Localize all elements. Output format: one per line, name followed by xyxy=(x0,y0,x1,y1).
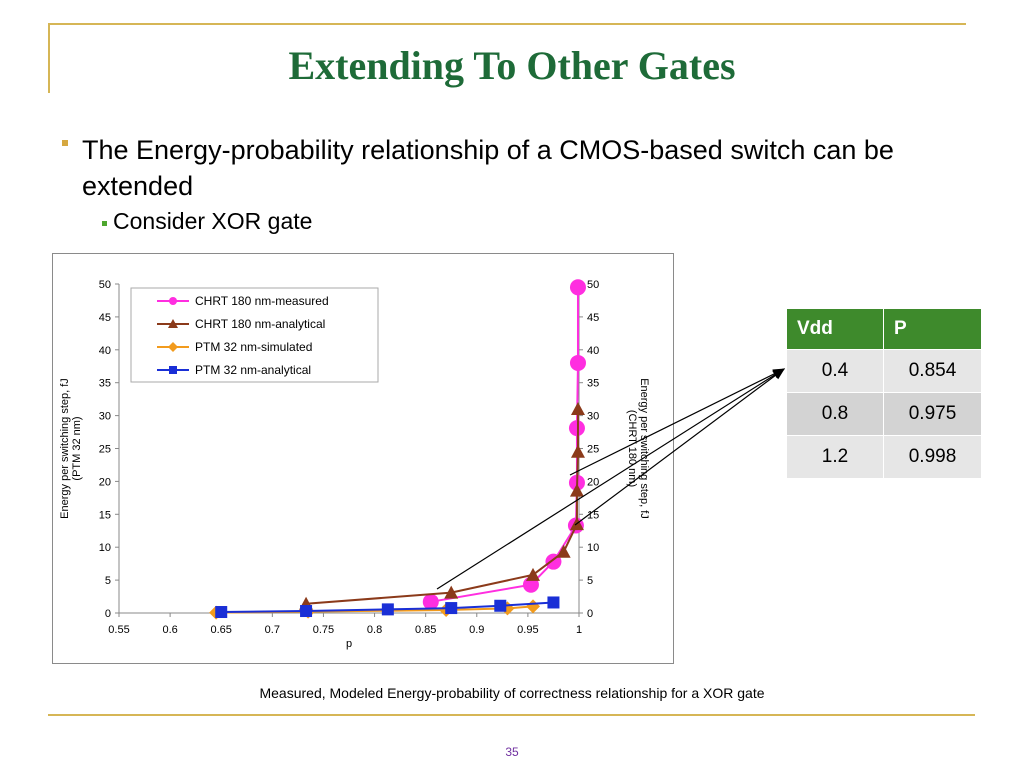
y-tick-label-right: 40 xyxy=(587,345,599,357)
vdd-p-table: Vdd P 0.4 0.854 0.8 0.975 1.2 0.998 xyxy=(786,308,982,479)
x-tick-label: 0.55 xyxy=(108,624,129,636)
data-point xyxy=(300,605,313,618)
data-point xyxy=(444,585,459,599)
legend-label: CHRT 180 nm-measured xyxy=(195,294,329,308)
y-tick-label-left: 10 xyxy=(99,542,111,554)
data-point xyxy=(568,420,585,437)
data-point xyxy=(569,279,586,296)
y-tick-label-right: 30 xyxy=(587,411,599,423)
y-tick-label-left: 30 xyxy=(99,411,111,423)
table-cell: 0.854 xyxy=(883,349,982,393)
table-row: 1.2 0.998 xyxy=(786,435,982,479)
series-line-1 xyxy=(305,409,579,605)
y-tick-label-right: 50 xyxy=(587,279,599,291)
legend-marker xyxy=(169,366,177,374)
data-point xyxy=(526,567,540,581)
y-tick-label-left: 35 xyxy=(99,378,111,390)
y-tick-label-left: 45 xyxy=(99,312,111,324)
series-line-3 xyxy=(221,601,554,614)
y-tick-label-left: 40 xyxy=(99,345,111,357)
page-number: 35 xyxy=(505,745,519,759)
legend-label: PTM 32 nm-analytical xyxy=(195,363,311,377)
table-cell: 0.975 xyxy=(883,392,982,436)
x-tick-label: 0.65 xyxy=(211,624,232,636)
y-tick-label-right: 15 xyxy=(587,509,599,521)
table-cell: 0.998 xyxy=(883,435,982,479)
table-row: 0.8 0.975 xyxy=(786,392,982,436)
data-point xyxy=(215,606,228,619)
data-point xyxy=(570,402,585,416)
data-point xyxy=(547,596,560,609)
bottom-rule xyxy=(48,714,975,716)
x-tick-label: 0.75 xyxy=(313,624,334,636)
y-tick-label-right: 10 xyxy=(587,542,599,554)
legend-label: CHRT 180 nm-analytical xyxy=(195,317,325,331)
x-tick-label: 0.8 xyxy=(367,624,382,636)
y-tick-label-left: 0 xyxy=(105,608,111,620)
x-tick-label: 0.7 xyxy=(265,624,280,636)
data-point xyxy=(569,354,586,371)
chart-caption: Measured, Modeled Energy-probability of … xyxy=(259,685,765,701)
table-cell: 0.8 xyxy=(786,392,884,436)
data-point xyxy=(570,444,585,458)
bullet-marker xyxy=(62,140,68,146)
y-tick-label-right: 25 xyxy=(587,444,599,456)
y-tick-label-left: 50 xyxy=(99,279,111,291)
data-point xyxy=(381,603,394,616)
x-tick-label: 0.85 xyxy=(415,624,436,636)
y-tick-label-right: 45 xyxy=(587,312,599,324)
legend-marker xyxy=(169,297,177,305)
left-rule xyxy=(48,23,50,93)
sub-bullet-marker xyxy=(102,221,107,226)
bullet-text-1: The Energy-probability relationship of a… xyxy=(82,135,894,201)
y-tick-label-left: 15 xyxy=(99,509,111,521)
slide-title: Extending To Other Gates xyxy=(288,43,736,88)
bullet-text-2: Consider XOR gate xyxy=(113,208,313,234)
x-axis-label: p xyxy=(346,638,352,650)
legend-label: PTM 32 nm-simulated xyxy=(195,340,312,354)
y-tick-label-right: 5 xyxy=(587,575,593,587)
top-rule xyxy=(48,23,966,25)
x-tick-label: 0.6 xyxy=(162,624,177,636)
y-axis-label-left: Energy per switching step, fJ(PTM 32 nm) xyxy=(59,378,83,519)
energy-probability-chart: 0 0 5 5 10 10 15 15 20 20 25 25 30 30 35 35 40 40 45 45 50 50… xyxy=(59,279,650,650)
table-cell: 0.4 xyxy=(786,349,884,393)
table-row: 0.4 0.854 xyxy=(786,349,982,393)
y-tick-label-left: 5 xyxy=(105,575,111,587)
y-tick-label-left: 20 xyxy=(99,476,111,488)
y-axis-label-right: Energy per switching step, fJ(CHRT 180 n… xyxy=(626,378,650,519)
y-tick-label-left: 25 xyxy=(99,444,111,456)
legend-marker xyxy=(168,342,178,352)
table-header-vdd: Vdd xyxy=(786,308,884,350)
y-tick-label-right: 20 xyxy=(587,476,599,488)
legend-marker xyxy=(168,319,178,328)
data-point xyxy=(494,599,507,612)
y-tick-label-right: 35 xyxy=(587,378,599,390)
y-tick-label-right: 0 xyxy=(587,608,593,620)
x-tick-label: 0.9 xyxy=(469,624,484,636)
table-cell: 1.2 xyxy=(786,435,884,479)
x-tick-label: 1 xyxy=(576,624,582,636)
data-point xyxy=(445,602,458,615)
x-tick-label: 0.95 xyxy=(517,624,538,636)
chart-container: 0 0 5 5 10 10 15 15 20 20 25 25 30 30 35 35 40 40 45 45 50 50… xyxy=(52,253,674,664)
data-point xyxy=(422,593,439,610)
table-header-p: P xyxy=(883,308,982,350)
data-point xyxy=(526,599,540,614)
